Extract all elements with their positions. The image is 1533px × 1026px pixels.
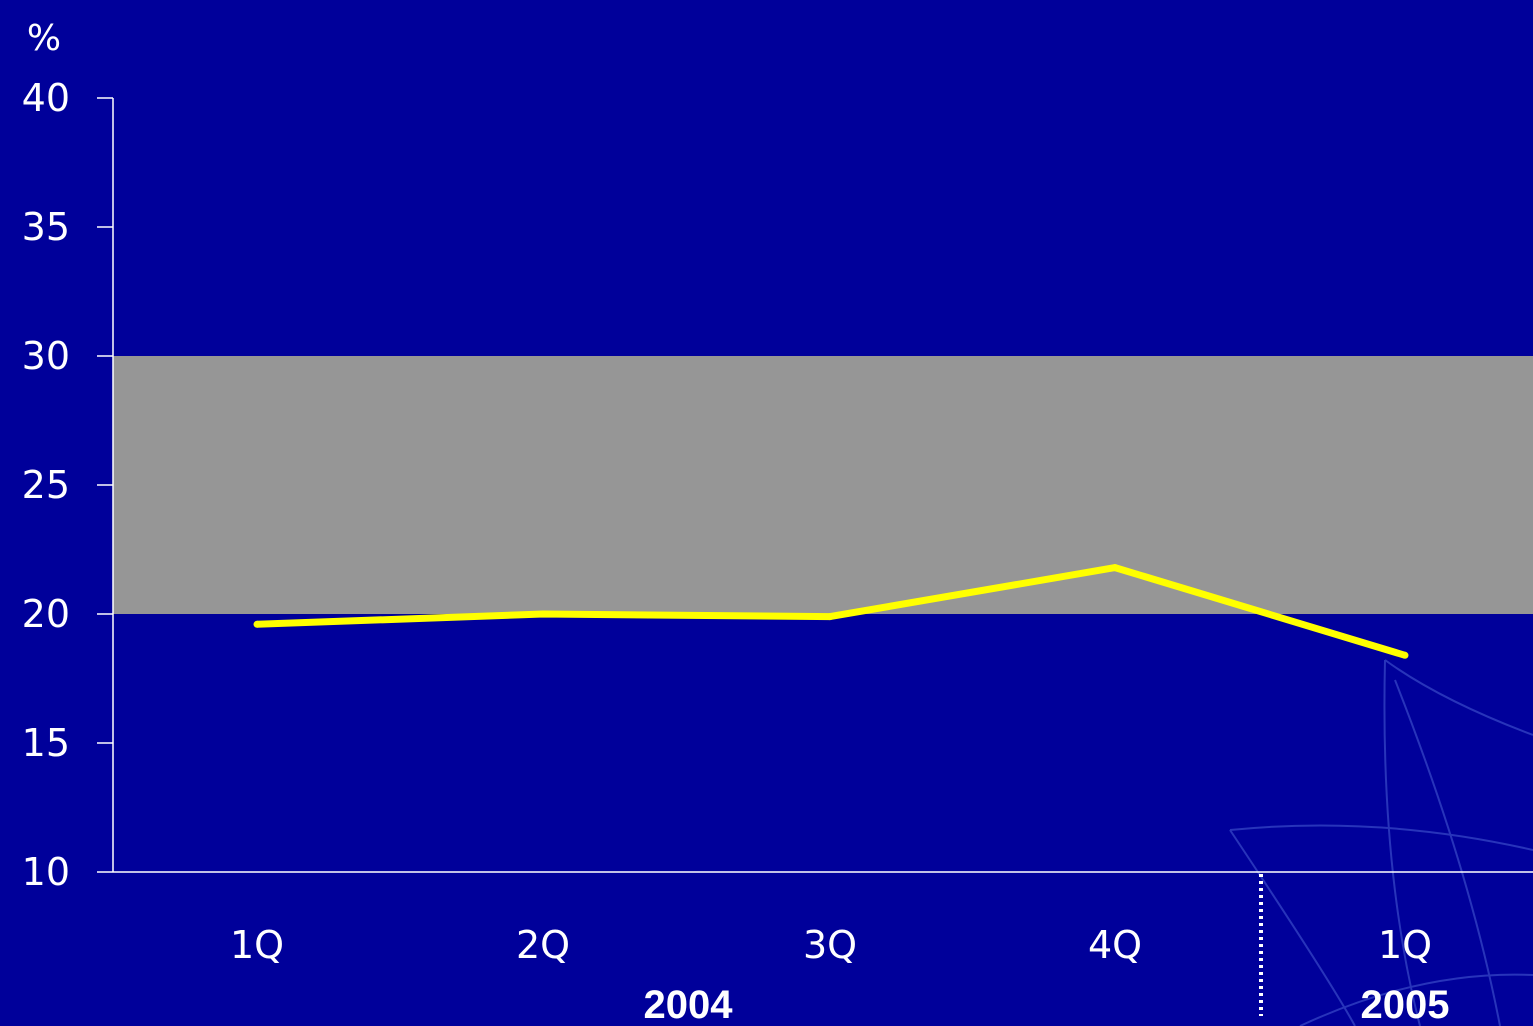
y-tick-label: 10 [22,850,70,894]
series-point [1111,564,1119,572]
y-tick-label: 40 [22,76,70,120]
x-tick-label: 3Q [803,923,857,967]
y-unit-label: % [27,18,61,59]
year-group-label: 2005 [1361,983,1450,1026]
x-tick-label: 1Q [230,923,284,967]
background-watermark [1229,659,1533,1026]
y-tick-label: 15 [22,721,70,765]
x-tick-label: 4Q [1088,923,1142,967]
series-point [539,610,547,618]
y-tick-label: 35 [22,205,70,249]
series-point [1401,651,1409,659]
x-tick-label: 1Q [1378,923,1432,967]
year-group-label: 2004 [644,983,734,1026]
x-tick-label: 2Q [516,923,570,967]
y-tick-label: 25 [22,463,70,507]
series-point [826,613,834,621]
y-tick-label: 30 [22,334,70,378]
y-tick-label: 20 [22,592,70,636]
series-point [253,620,261,628]
target-band [113,356,1533,614]
